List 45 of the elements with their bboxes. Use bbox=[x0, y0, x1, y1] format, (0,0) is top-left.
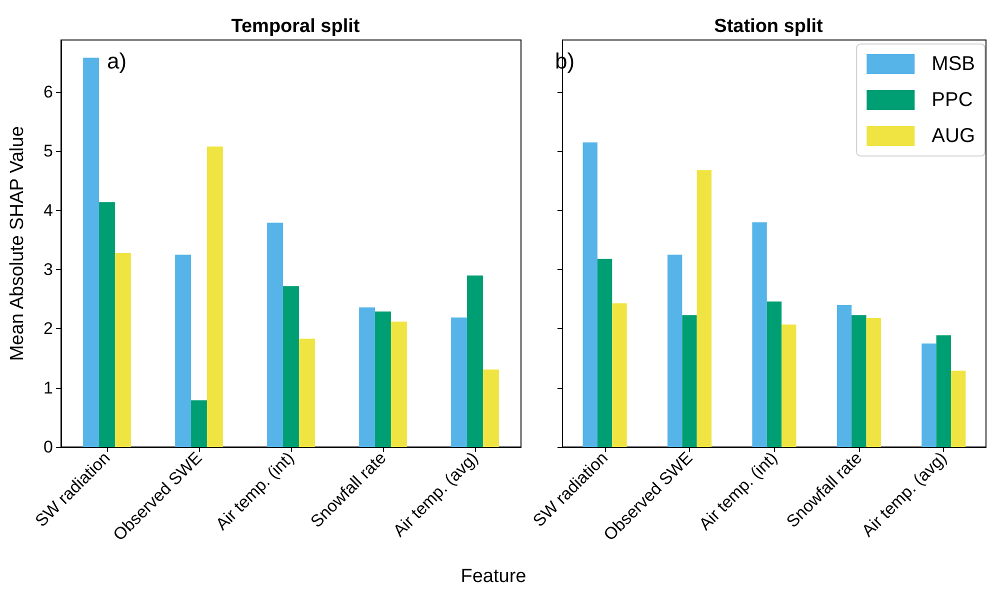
bar bbox=[83, 58, 100, 447]
bar bbox=[298, 338, 315, 447]
bar bbox=[682, 315, 697, 447]
bar bbox=[175, 254, 192, 447]
x-axis-title: Feature bbox=[460, 566, 528, 588]
legend-label: MSB bbox=[932, 53, 976, 75]
bar bbox=[467, 275, 483, 447]
bar bbox=[390, 322, 407, 447]
y-tick-label: 0 bbox=[44, 438, 53, 456]
bar bbox=[206, 146, 223, 447]
bar bbox=[866, 318, 881, 447]
bar bbox=[936, 335, 951, 447]
chart-title: Temporal split bbox=[231, 16, 360, 37]
bar bbox=[283, 286, 299, 447]
bar bbox=[191, 400, 207, 447]
bar bbox=[950, 370, 966, 447]
bar bbox=[696, 170, 712, 447]
annotation: a) bbox=[107, 48, 127, 74]
legend-label: PPC bbox=[932, 89, 973, 111]
bar bbox=[852, 315, 866, 447]
bar bbox=[597, 258, 612, 447]
bar bbox=[482, 370, 499, 447]
y-tick-label: 5 bbox=[44, 142, 53, 161]
bar bbox=[114, 252, 131, 447]
y-tick-label: 1 bbox=[44, 378, 53, 398]
bar bbox=[667, 254, 682, 447]
y-tick-label: 3 bbox=[44, 260, 53, 280]
y-axis-title: Mean Absolute SHAP Value bbox=[7, 126, 28, 361]
y-tick-label: 4 bbox=[44, 200, 53, 220]
bar bbox=[359, 307, 376, 447]
y-tick-label: 6 bbox=[44, 82, 53, 102]
chart-title: Station split bbox=[714, 16, 824, 37]
bar bbox=[99, 202, 115, 447]
bar bbox=[752, 222, 767, 447]
bar bbox=[451, 317, 468, 447]
legend-label: AUG bbox=[932, 125, 976, 147]
y-tick-label: 2 bbox=[44, 319, 53, 338]
bar bbox=[582, 142, 598, 447]
bar bbox=[375, 312, 391, 447]
bar bbox=[766, 301, 782, 447]
bar bbox=[782, 324, 796, 447]
bar bbox=[612, 303, 627, 447]
bar bbox=[267, 222, 284, 447]
bar bbox=[922, 343, 936, 447]
bar bbox=[836, 305, 852, 447]
